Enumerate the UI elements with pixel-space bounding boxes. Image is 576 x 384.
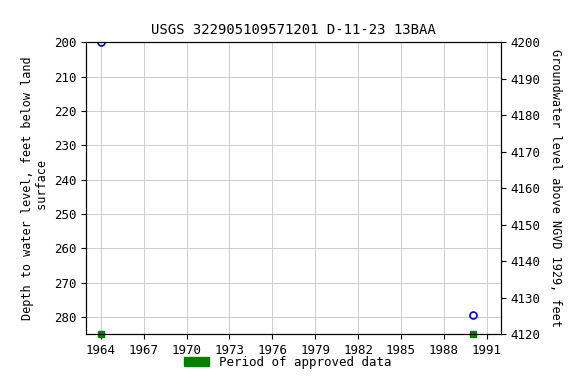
Title: USGS 322905109571201 D-11-23 13BAA: USGS 322905109571201 D-11-23 13BAA xyxy=(151,23,436,37)
Legend: Period of approved data: Period of approved data xyxy=(179,351,397,374)
Y-axis label: Depth to water level, feet below land
 surface: Depth to water level, feet below land su… xyxy=(21,56,48,320)
Y-axis label: Groundwater level above NGVD 1929, feet: Groundwater level above NGVD 1929, feet xyxy=(549,49,562,327)
